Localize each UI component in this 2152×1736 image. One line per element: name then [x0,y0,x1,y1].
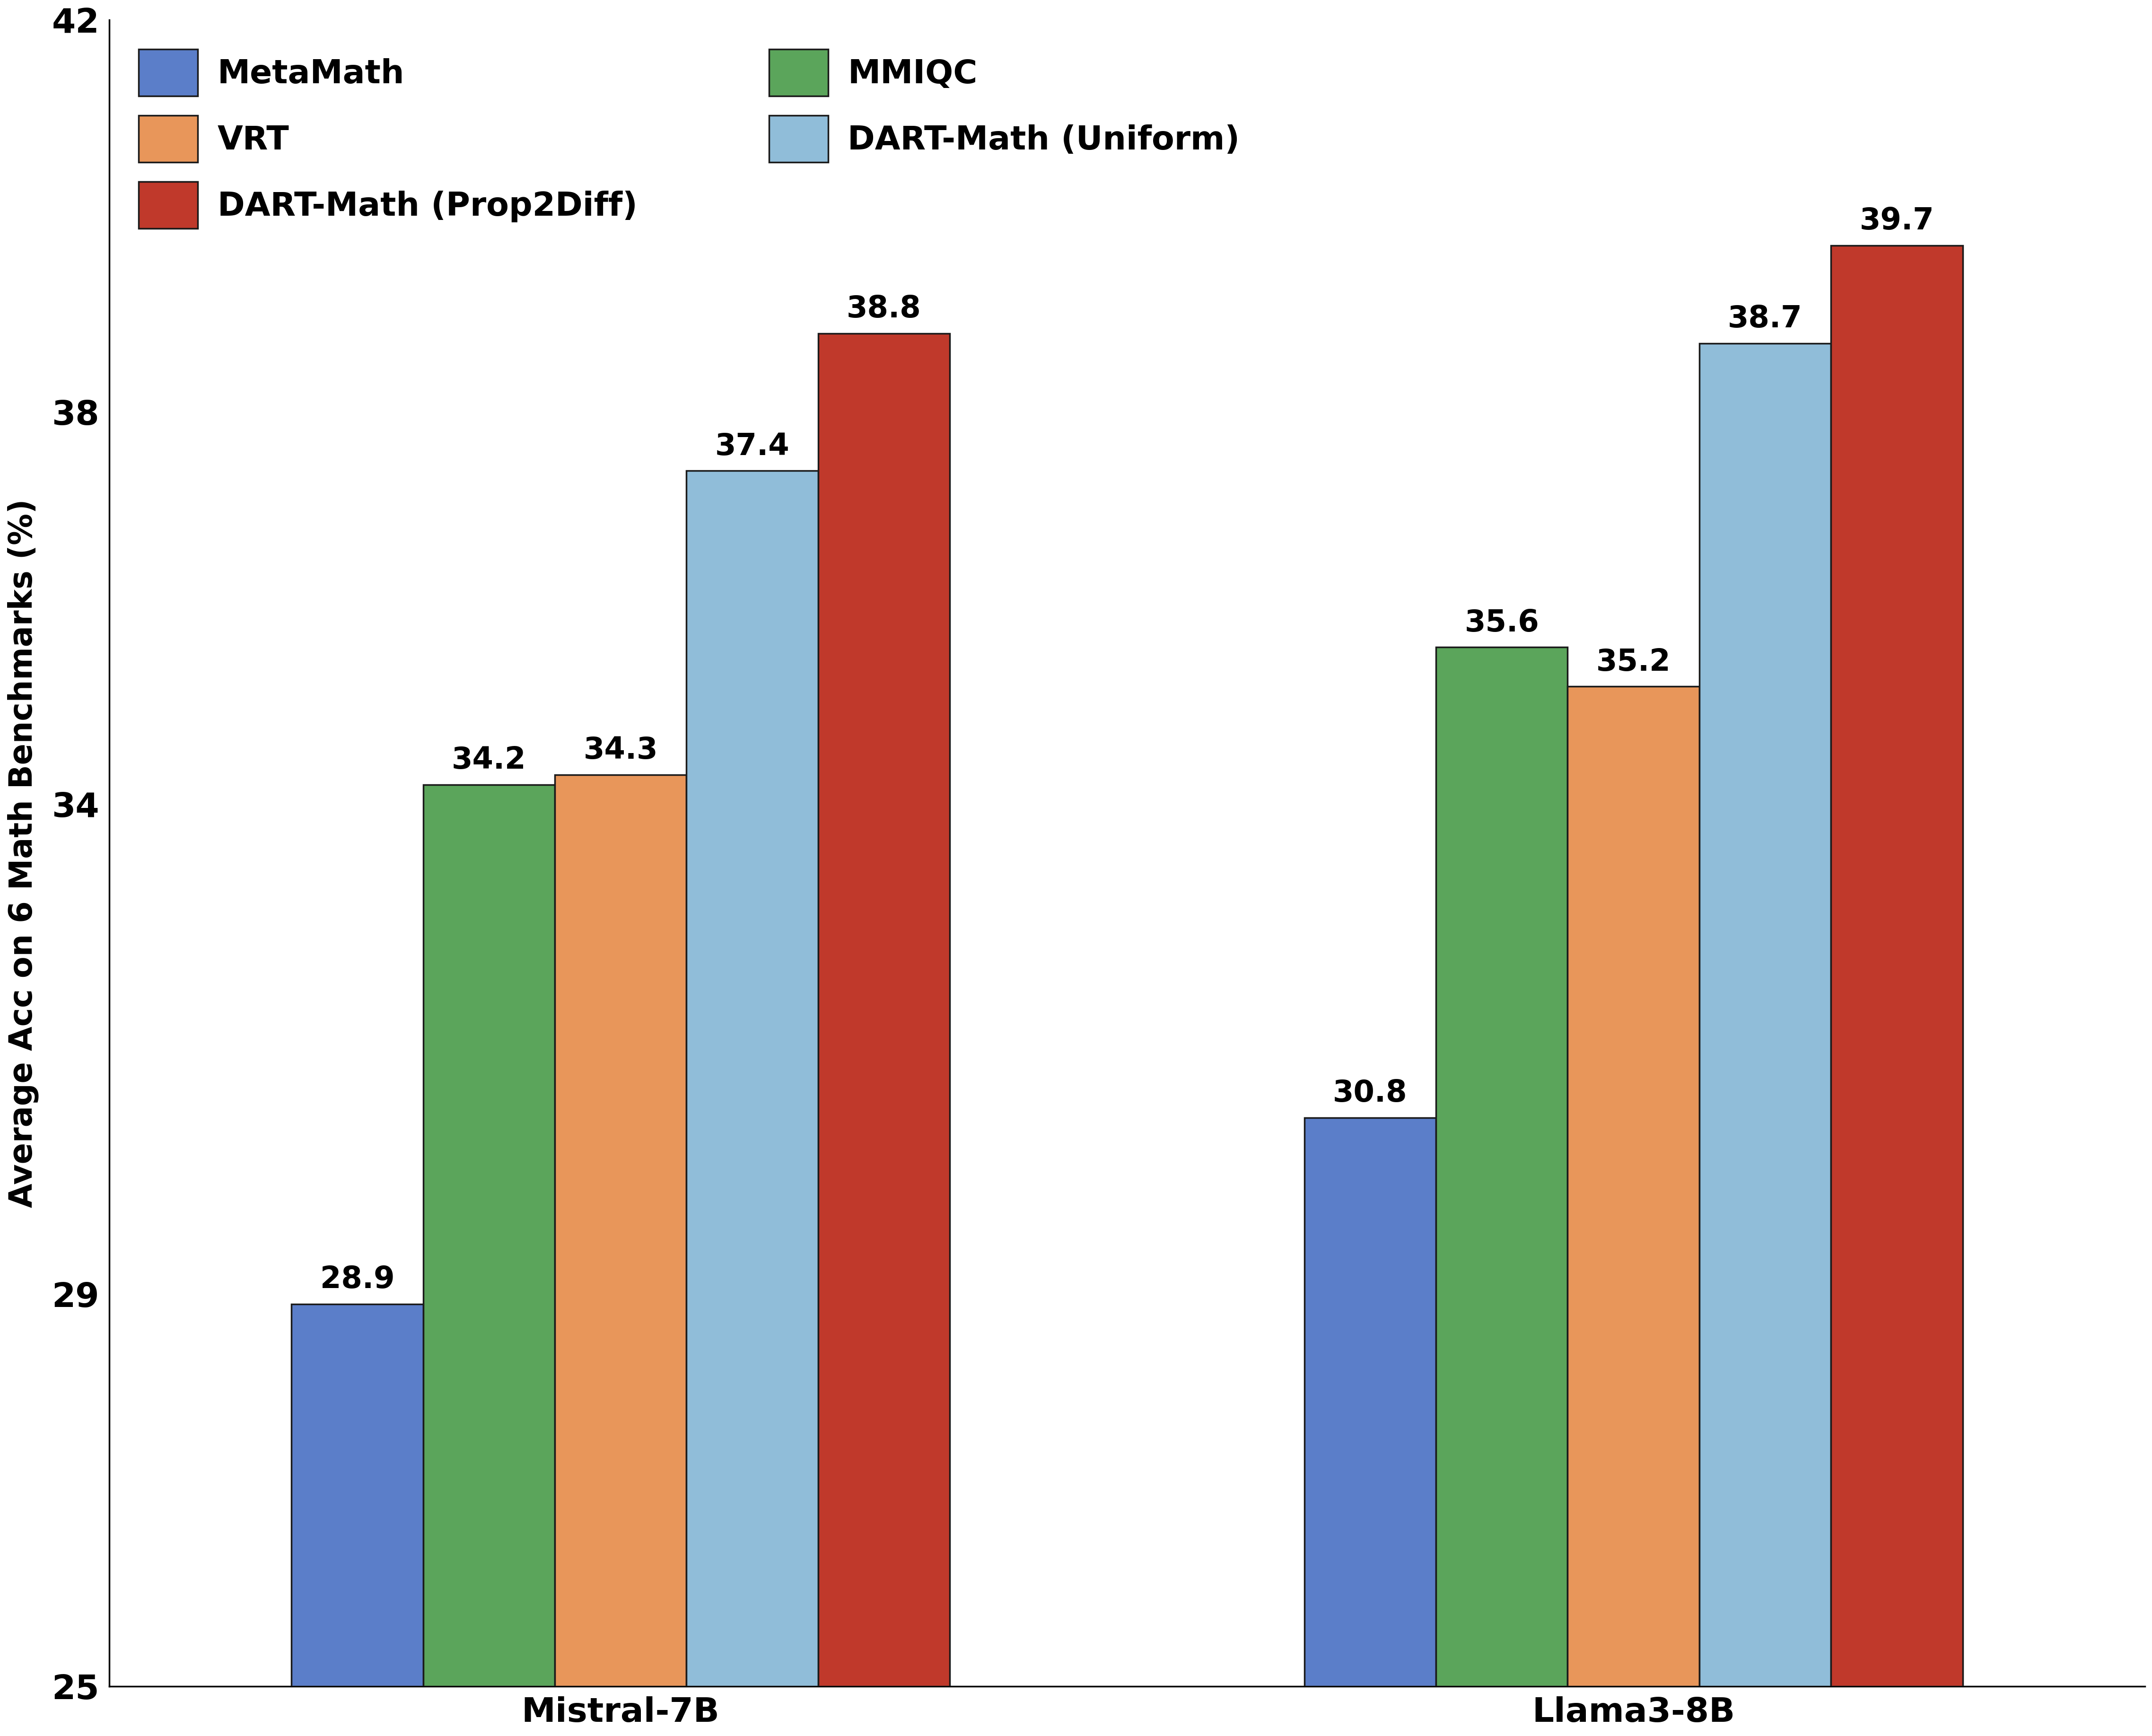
Legend: MetaMath, VRT, DART-Math (Prop2Diff), MMIQC, DART-Math (Uniform): MetaMath, VRT, DART-Math (Prop2Diff), MM… [125,36,1252,241]
Text: 35.2: 35.2 [1597,648,1670,677]
Text: 37.4: 37.4 [714,432,790,462]
Text: 30.8: 30.8 [1332,1078,1407,1108]
Bar [291,1304,424,1686]
Bar [555,774,686,1686]
Text: 34.3: 34.3 [583,736,659,766]
Bar [1435,648,1567,1686]
Text: 38.7: 38.7 [1728,304,1803,333]
Text: 38.8: 38.8 [846,295,921,325]
Bar [818,333,949,1686]
Bar [1567,686,1700,1686]
Bar [1700,344,1831,1686]
Bar [424,785,555,1686]
Text: 34.2: 34.2 [452,745,527,774]
Bar [686,470,818,1686]
Text: 35.6: 35.6 [1466,608,1539,637]
Bar [1831,245,1963,1686]
Text: 39.7: 39.7 [1859,207,1935,236]
Y-axis label: Average Acc on 6 Math Benchmarks (%): Average Acc on 6 Math Benchmarks (%) [6,498,39,1208]
Text: 28.9: 28.9 [321,1266,394,1295]
Bar [1304,1118,1435,1686]
